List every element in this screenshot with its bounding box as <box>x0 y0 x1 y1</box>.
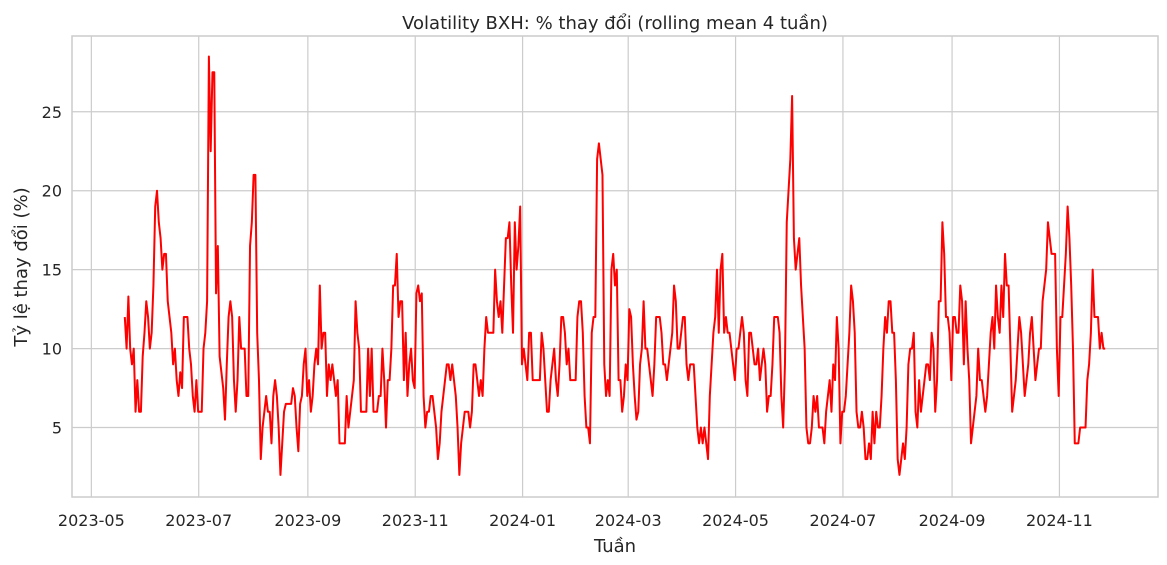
series-layer <box>123 55 1106 476</box>
y-tick-label: 25 <box>42 103 62 122</box>
x-tick-label: 2024-01 <box>489 511 556 530</box>
x-tick-label: 2024-09 <box>919 511 986 530</box>
x-tick-label: 2023-09 <box>274 511 341 530</box>
x-tick-label: 2023-11 <box>382 511 449 530</box>
gridlines <box>72 36 1158 497</box>
x-tick-labels: 2023-05 2023-07 2023-09 2023-11 2024-01 2024-… <box>58 511 1093 530</box>
x-axis-label: Tuần <box>593 536 636 557</box>
y-tick-label: 5 <box>52 419 62 438</box>
x-tick-label: 2024-03 <box>595 511 662 530</box>
x-tick-label: 2024-07 <box>810 511 877 530</box>
y-tick-label: 20 <box>42 182 62 201</box>
y-tick-label: 10 <box>42 340 62 359</box>
chart-title: Volatility BXH: % thay đổi (rolling mean… <box>402 13 828 34</box>
x-tick-label: 2023-07 <box>165 511 232 530</box>
x-tick-label: 2024-05 <box>702 511 769 530</box>
y-axis-label: Tỷ lệ thay đổi (%) <box>11 187 32 347</box>
y-tick-label: 15 <box>42 261 62 280</box>
x-tick-label: 2023-05 <box>58 511 125 530</box>
y-tick-labels: 5 10 15 20 25 <box>42 103 62 438</box>
series-line <box>123 55 1106 476</box>
x-tick-label: 2024-11 <box>1026 511 1093 530</box>
plot-area-frame <box>71 35 1159 498</box>
